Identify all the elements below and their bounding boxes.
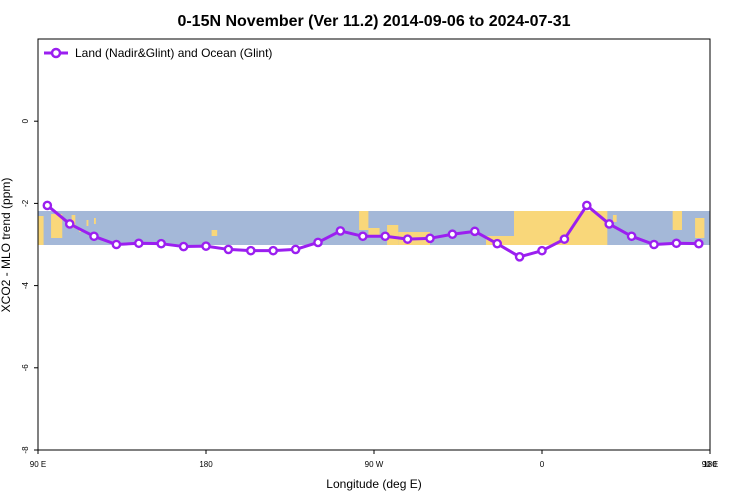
land-patch [387, 225, 399, 245]
x-axis-label: Longitude (deg E) [326, 477, 421, 491]
data-point [178, 241, 189, 252]
data-point [582, 200, 592, 211]
land-patch [211, 230, 218, 236]
x-tick-label: 180 [703, 460, 717, 469]
data-point [469, 226, 480, 237]
data-point [604, 219, 615, 229]
data-point [42, 200, 53, 211]
x-tick-label: 90 W [365, 460, 384, 469]
y-tick-label: -6 [21, 364, 30, 372]
data-point [268, 245, 279, 256]
data-point [537, 245, 547, 256]
y-tick-label: 0 [21, 118, 30, 123]
data-point [245, 245, 256, 256]
x-tick-label: 90 E [30, 460, 46, 469]
land-patch [359, 211, 369, 230]
x-tick-label: 180 [199, 460, 213, 469]
legend-marker [50, 47, 62, 59]
data-point [694, 238, 704, 249]
data-point [357, 231, 368, 242]
data-point [335, 226, 346, 236]
x-tick-label: 0 [540, 460, 545, 469]
data-point [290, 244, 301, 255]
land-patch [672, 211, 682, 230]
data-point [380, 231, 391, 242]
land-patch [86, 220, 89, 226]
data-point [133, 238, 144, 249]
data-point [492, 238, 503, 249]
data-point [223, 244, 234, 255]
legend-label: Land (Nadir&Glint) and Ocean (Glint) [75, 46, 272, 60]
land-patch [94, 218, 96, 224]
series-layer [42, 200, 704, 262]
data-point [447, 229, 458, 240]
y-tick-label: -8 [21, 446, 30, 454]
y-axis: 0 -2 -4 -6 -8 [21, 118, 38, 454]
land-patch [51, 214, 63, 238]
data-point [111, 239, 122, 250]
data-point [649, 239, 659, 250]
chart-title: 0-15N November (Ver 11.2) 2014-09-06 to … [177, 13, 570, 30]
legend: Land (Nadir&Glint) and Ocean (Glint) [44, 46, 272, 60]
data-point [89, 231, 99, 242]
data-point [671, 238, 682, 249]
data-point [64, 219, 75, 229]
data-point [626, 231, 637, 242]
land-patch [695, 218, 705, 238]
y-axis-label: XCO2 - MLO trend (ppm) [0, 178, 13, 313]
data-point [201, 241, 211, 251]
land-patch [368, 228, 380, 236]
data-point [514, 252, 525, 262]
land-patch [612, 215, 617, 222]
data-point [156, 238, 166, 249]
y-tick-label: -4 [21, 281, 30, 289]
x-tick-label: 90 E [702, 460, 718, 469]
data-point [559, 234, 570, 244]
data-point [425, 233, 435, 244]
land-patch [38, 216, 44, 245]
data-point [402, 234, 413, 244]
y-tick-label: -2 [21, 199, 30, 207]
data-point [313, 237, 323, 248]
